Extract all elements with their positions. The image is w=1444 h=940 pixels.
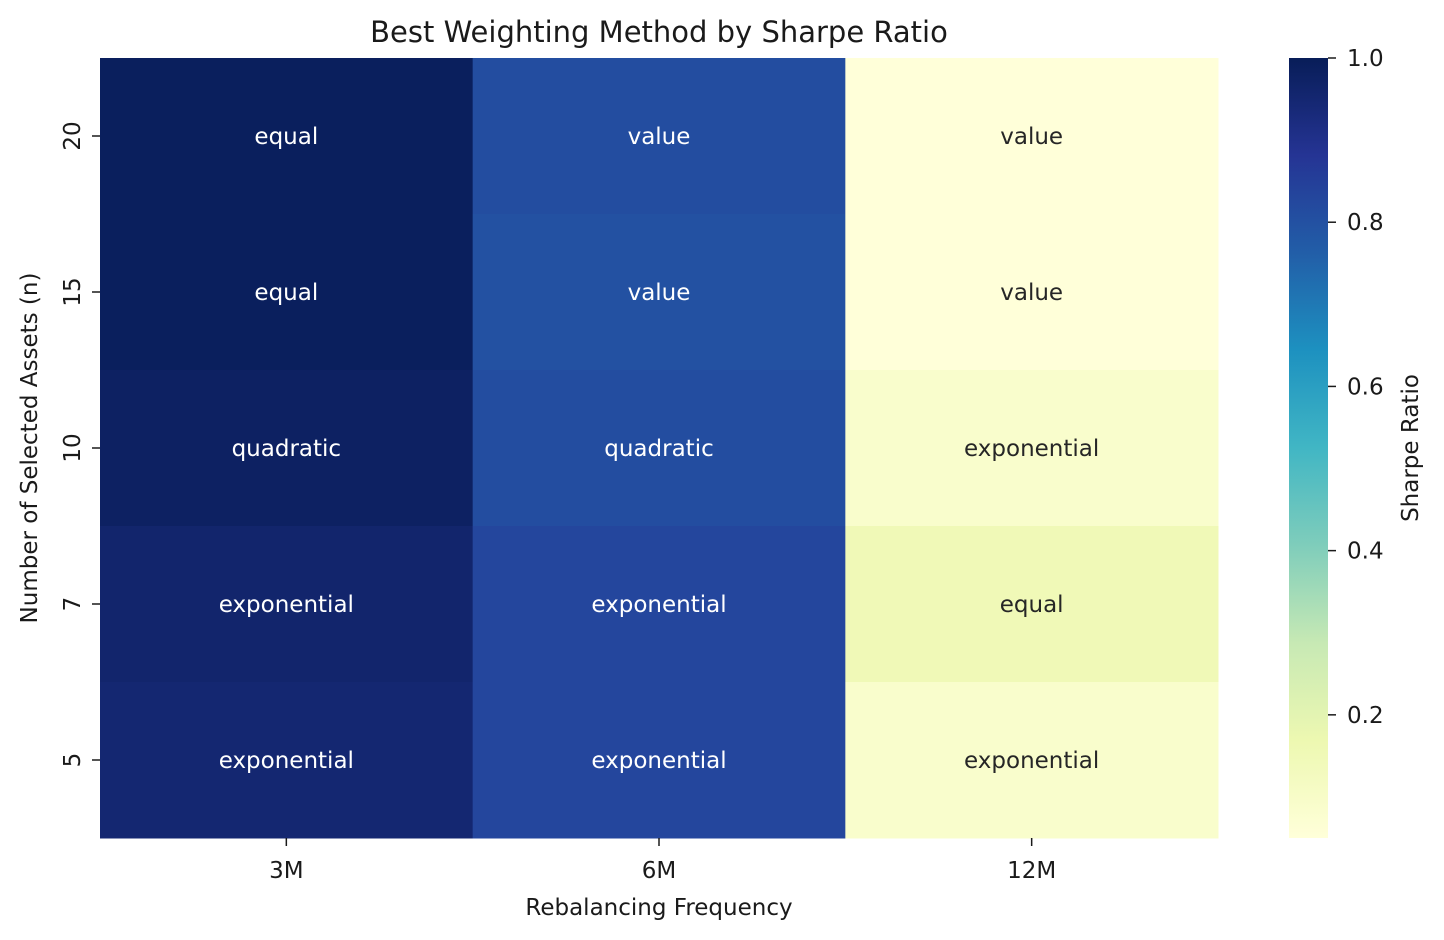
- heatmap-cell: [100, 370, 474, 527]
- cell-label: exponential: [591, 748, 726, 774]
- heatmap-cell: [845, 526, 1219, 683]
- heatmap-cell: [100, 58, 474, 215]
- y-axis-label: Number of Selected Assets (n): [17, 273, 43, 624]
- y-tick-label: 20: [60, 121, 86, 150]
- x-axis-label: Rebalancing Frequency: [525, 895, 792, 921]
- cell-label: value: [628, 280, 691, 306]
- heatmap-cell: [845, 214, 1219, 371]
- heatmap-cell: [845, 682, 1219, 839]
- colorbar-tick-label: 0.6: [1347, 374, 1384, 400]
- x-tick-label: 3M: [269, 858, 303, 884]
- colorbar-tick-label: 0.2: [1347, 703, 1384, 729]
- x-tick-label: 12M: [1007, 858, 1056, 884]
- cell-label: quadratic: [604, 436, 713, 462]
- cell-label: equal: [254, 280, 318, 306]
- cell-label: equal: [254, 124, 318, 150]
- heatmap-cell: [845, 58, 1219, 215]
- heatmap-cell: [472, 682, 846, 839]
- y-tick-label: 7: [60, 597, 86, 612]
- cell-label: exponential: [219, 748, 354, 774]
- x-tick-label: 6M: [642, 858, 676, 884]
- heatmap-cell: [100, 526, 474, 683]
- heatmap-cell: [472, 526, 846, 683]
- cell-label: value: [628, 124, 691, 150]
- cell-label: value: [1000, 124, 1063, 150]
- x-axis: 3M 6M 12M: [269, 838, 1056, 884]
- colorbar-gradient: [1289, 58, 1328, 838]
- colorbar-label: Sharpe Ratio: [1398, 374, 1424, 522]
- colorbar: 0.2 0.4 0.6 0.8 1.0 Sharpe Ratio: [1289, 46, 1424, 838]
- cell-label: value: [1000, 280, 1063, 306]
- heatmap-cell: [472, 370, 846, 527]
- cell-label: exponential: [219, 592, 354, 618]
- colorbar-tick-label: 0.4: [1347, 539, 1384, 565]
- cell-label: quadratic: [232, 436, 341, 462]
- cell-label: exponential: [591, 592, 726, 618]
- cell-label: exponential: [964, 748, 1099, 774]
- heatmap-cell: [472, 214, 846, 371]
- heatmap-cell: [845, 370, 1219, 527]
- heatmap-cell-labels: equal value value equal value value quadratic q…: [219, 124, 1100, 774]
- y-axis: 20 15 10 7 5: [60, 121, 100, 767]
- colorbar-tick-label: 0.8: [1347, 210, 1384, 236]
- heatmap-cells: [100, 58, 1219, 839]
- colorbar-ticks: 0.2 0.4 0.6 0.8 1.0: [1328, 46, 1384, 729]
- y-tick-label: 10: [60, 433, 86, 462]
- heatmap-cell: [100, 214, 474, 371]
- cell-label: exponential: [964, 436, 1099, 462]
- chart-title: Best Weighting Method by Sharpe Ratio: [370, 15, 948, 49]
- cell-label: equal: [1000, 592, 1064, 618]
- heatmap-cell: [472, 58, 846, 215]
- colorbar-tick-label: 1.0: [1347, 46, 1384, 72]
- y-tick-label: 15: [60, 277, 86, 306]
- heatmap-cell: [100, 682, 474, 839]
- y-tick-label: 5: [60, 753, 86, 768]
